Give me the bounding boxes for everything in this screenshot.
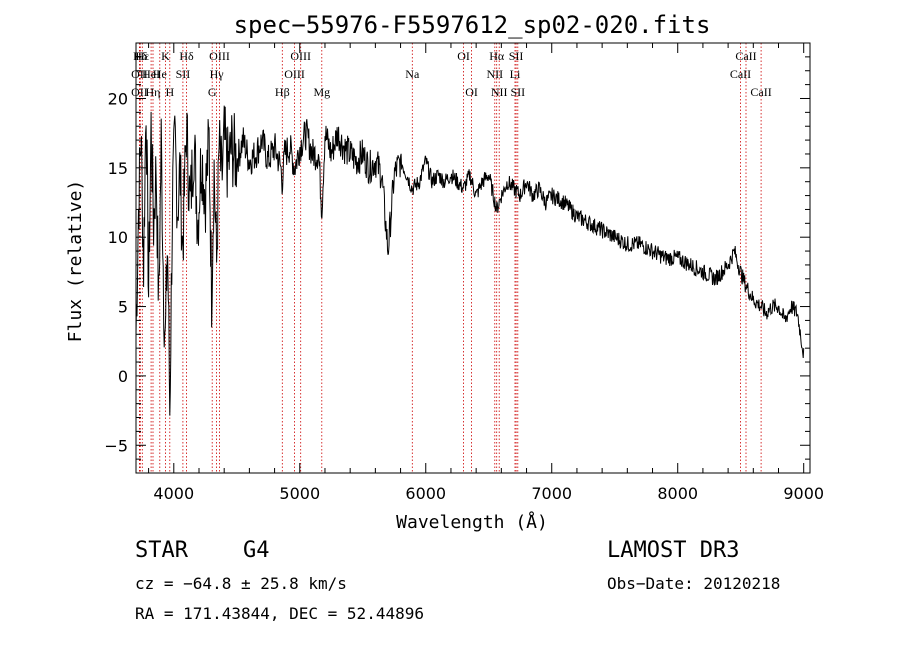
x-tick-label: 6000 [405,484,446,503]
y-tick-label: 0 [118,367,128,386]
y-axis: −5 0 5 10 15 20 [104,42,810,474]
spectral-line-label: CaII [750,85,771,99]
x-axis: 4000 5000 6000 7000 8000 9000 [148,43,824,503]
spectral-line-label: HeI [142,67,160,81]
spectral-line-label: H [165,85,174,99]
y-tick-label: 15 [108,159,128,178]
spectral-line-label: Hε [135,49,149,63]
spectral-line-label: OI [457,49,470,63]
spectral-line-label: OIII [290,49,311,63]
redshift-cz: cz = −64.8 ± 25.8 km/s [135,574,347,593]
spectral-line-label: Hγ [210,67,225,81]
spectral-line-label: K [161,49,170,63]
spectral-line-label: OI [465,85,478,99]
spectral-line-label: Na [405,67,420,81]
spectral-line-label: SII [176,67,191,81]
spectral-line-label: Hδ [133,49,148,63]
y-tick-label: 20 [108,89,128,108]
spectral-line-label: Hη [146,85,161,99]
sky-coordinates: RA = 171.43844, DEC = 52.44896 [135,604,424,623]
x-tick-label: 7000 [531,484,572,503]
survey-name: LAMOST DR3 [607,538,740,563]
object-subclass: G4 [243,538,270,563]
spectral-line-label: Hβ [275,85,290,99]
x-tick-label: 4000 [153,484,194,503]
spectral-line-label: Li [510,67,521,81]
x-tick-label: 5000 [279,484,320,503]
spectral-line-label: Hδ [179,49,194,63]
spectral-line-label: Hα [489,49,505,63]
object-class: STAR [135,538,188,563]
spectral-line-label: SII [510,85,525,99]
spectral-line-label: OIII [284,67,305,81]
x-axis-label: Wavelength (Å) [396,511,548,533]
spectral-line-label: Mg [313,85,330,99]
x-tick-label: 9000 [783,484,824,503]
spectral-line-label: OIII [209,49,230,63]
y-tick-label: −5 [104,436,128,455]
spectrum-line [135,105,805,416]
spectral-line-label: G [208,85,217,99]
spectral-line-label: OII [131,85,148,99]
chart-title: spec−55976-F5597612_sp02-020.fits [234,11,711,39]
x-tick-label: 8000 [657,484,698,503]
spectral-line-label: SII [509,49,524,63]
plot-frame [135,42,811,474]
spectral-line-label: CaII [735,49,756,63]
spectral-line-label: NII [486,67,503,81]
y-axis-label: Flux (relative) [65,180,86,343]
spectral-line-label: CaII [730,67,751,81]
observation-date: Obs−Date: 20120218 [607,574,781,593]
y-tick-label: 10 [108,228,128,247]
spectral-line-label: He [153,67,167,81]
spectral-line-label: OII [131,67,148,81]
y-tick-label: 5 [118,298,128,317]
spectral-line-label: NII [491,85,508,99]
